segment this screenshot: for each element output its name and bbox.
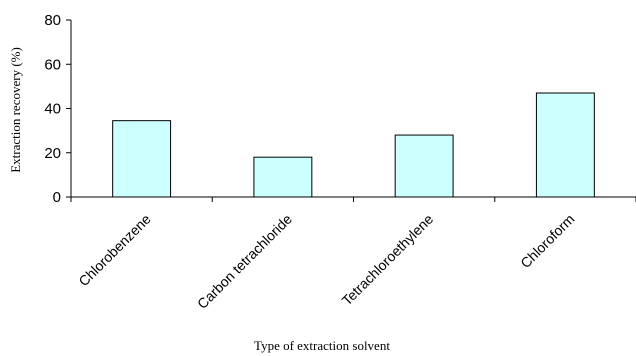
y-tick-label: 60 bbox=[44, 56, 61, 73]
y-tick-label: 0 bbox=[53, 189, 61, 206]
y-tick-label: 20 bbox=[44, 145, 61, 162]
bars bbox=[112, 92, 595, 198]
x-category-label: Carbon tetrachloride bbox=[194, 211, 295, 312]
bar bbox=[394, 134, 454, 198]
x-category-label: Tetrachloroethylene bbox=[339, 211, 437, 309]
bar bbox=[253, 156, 313, 198]
y-axis-title: Extraction recovery (%) bbox=[8, 47, 23, 173]
bar bbox=[112, 120, 172, 198]
y-tick-label: 40 bbox=[44, 101, 61, 118]
x-category-label: Chloroform bbox=[517, 211, 577, 271]
x-axis-ticks: Chlorobenzene Carbon tetrachloride Tetrach… bbox=[70, 197, 636, 312]
bar bbox=[535, 92, 595, 198]
y-axis-ticks: 0 20 40 60 80 bbox=[44, 12, 71, 206]
x-axis-title: Type of extraction solvent bbox=[254, 338, 390, 353]
x-category-label: Chlorobenzene bbox=[75, 211, 154, 290]
y-tick-label: 80 bbox=[44, 12, 61, 29]
